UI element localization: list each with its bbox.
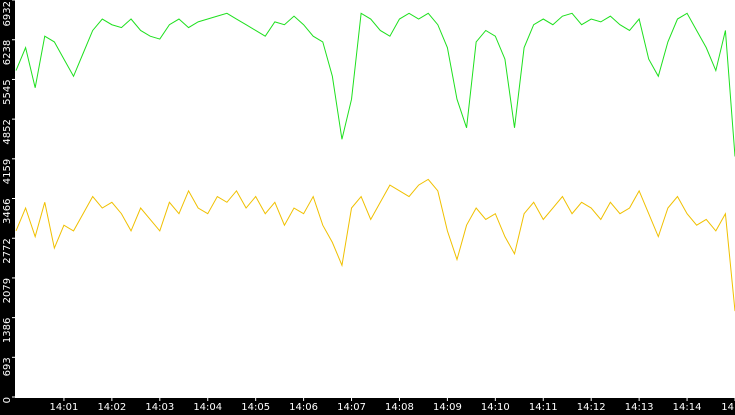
y-tick-label: 6932 bbox=[2, 1, 13, 26]
x-tick-label: 14:07 bbox=[337, 402, 366, 413]
x-tick-label: 14:14 bbox=[673, 402, 702, 413]
x-tick-label: 14:13 bbox=[625, 402, 654, 413]
x-tick-label: 14:08 bbox=[385, 402, 414, 413]
y-axis-strip bbox=[0, 0, 15, 415]
x-tick-label: 14:02 bbox=[97, 402, 126, 413]
x-tick-label: 14:04 bbox=[193, 402, 222, 413]
y-tick-label: 4852 bbox=[2, 119, 13, 144]
x-tick-label: 14:11 bbox=[529, 402, 558, 413]
x-tick-label: 14:09 bbox=[433, 402, 462, 413]
series-line bbox=[15, 178, 735, 312]
x-axis-strip bbox=[0, 398, 735, 415]
y-tick-label: 0 bbox=[2, 397, 13, 403]
y-tick-label: 693 bbox=[2, 357, 13, 376]
y-tick-label: 3466 bbox=[2, 199, 13, 224]
y-tick-label: 4159 bbox=[2, 159, 13, 184]
y-tick-label: 2079 bbox=[2, 278, 13, 303]
x-tick-label: 14:05 bbox=[241, 402, 270, 413]
y-tick-label: 5545 bbox=[2, 79, 13, 104]
x-tick-label: 14:06 bbox=[289, 402, 318, 413]
x-tick-label: 14:10 bbox=[481, 402, 510, 413]
y-tick-label: 2772 bbox=[2, 238, 13, 263]
y-tick-label: 6238 bbox=[2, 40, 13, 65]
series-line bbox=[15, 12, 735, 157]
x-tick-label: 14:03 bbox=[145, 402, 174, 413]
y-tick-label: 1386 bbox=[2, 318, 13, 343]
x-tick-label: 14 bbox=[721, 402, 734, 413]
x-tick-label: 14:12 bbox=[577, 402, 606, 413]
x-tick-label: 14:01 bbox=[50, 402, 79, 413]
